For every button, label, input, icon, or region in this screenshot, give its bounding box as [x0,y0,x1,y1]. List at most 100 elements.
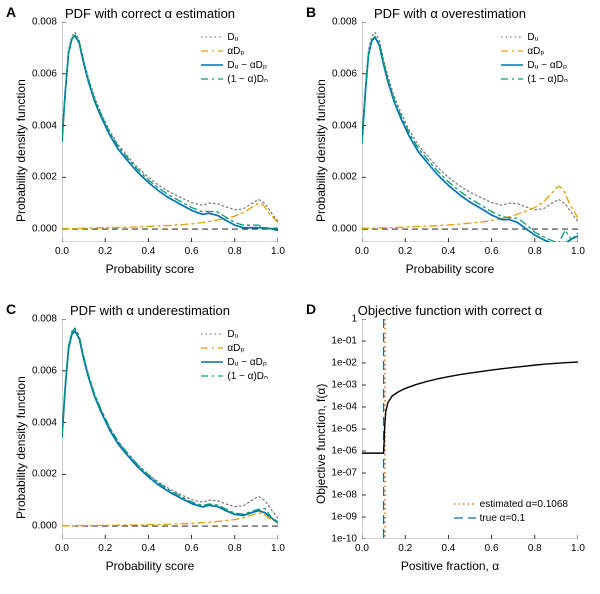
xtick-label: 0.2 [98,543,112,554]
legend-swatch [201,343,223,353]
ytick-label: 1e-04 [331,402,357,413]
panel-C: CPDF with α underestimation0.00.20.40.60… [0,297,300,594]
legend-label: Dᵤ [227,32,238,43]
legend-item: true α=0.1 [454,511,568,525]
legend-item: (1 − α)Dₙ [501,72,568,86]
ytick-label: 0.002 [332,172,357,183]
xtick-label: 0.2 [398,543,412,554]
xtick-label: 0.6 [485,246,499,257]
ytick-label: 1 [351,314,357,325]
xtick-label: 0.4 [441,246,455,257]
ytick-label: 1e-06 [331,446,357,457]
legend-swatch [201,371,223,381]
legend-label: Dᵤ − αDₚ [227,357,267,368]
legend-item: (1 − α)Dₙ [201,72,268,86]
legend-swatch [201,60,223,70]
xtick-label: 0.8 [528,543,542,554]
legend-swatch [501,60,523,70]
x-axis-label: Probability score [0,262,300,276]
xtick-label: 0.4 [141,543,155,554]
ytick-label: 0.006 [32,365,57,376]
ytick-label: 0.002 [32,469,57,480]
xtick-label: 0.0 [355,246,369,257]
legend-swatch [201,32,223,42]
ytick-label: 0.008 [332,17,357,28]
legend-item: (1 − α)Dₙ [201,369,268,383]
legend-item: αDₚ [201,341,268,355]
xtick-label: 0.2 [398,246,412,257]
legend-item: Dᵤ − αDₚ [201,58,268,72]
legend-item: estimated α=0.1068 [454,497,568,511]
panel-title: Objective function with correct α [300,303,600,318]
legend-label: true α=0.1 [480,513,526,524]
legend-swatch [501,32,523,42]
xtick-label: 1.0 [571,246,585,257]
legend-item: Dᵤ [201,327,268,341]
legend-label: Dᵤ − αDₚ [227,60,267,71]
legend: estimated α=0.1068 true α=0.1 [450,495,572,527]
legend-item: Dᵤ [501,30,568,44]
legend: Dᵤ αDₚ Dᵤ − αDₚ(1 − α)Dₙ [197,325,272,385]
ytick-label: 0.000 [332,224,357,235]
ytick-label: 0.004 [32,417,57,428]
legend-swatch [454,499,476,509]
x-axis-label: Positive fraction, α [300,559,600,573]
legend-label: (1 − α)Dₙ [227,74,268,85]
ytick-label: 0.000 [32,224,57,235]
legend-item: αDₚ [501,44,568,58]
xtick-label: 0.0 [355,543,369,554]
ytick-label: 1e-09 [331,512,357,523]
xtick-label: 1.0 [271,543,285,554]
legend-swatch [201,357,223,367]
ytick-label: 1e-07 [331,468,357,479]
figure: APDF with correct α estimation0.00.20.40… [0,0,600,594]
legend-swatch [201,46,223,56]
panel-A: APDF with correct α estimation0.00.20.40… [0,0,300,297]
xtick-label: 0.0 [55,543,69,554]
xtick-label: 0.0 [55,246,69,257]
y-axis-label: Probability density function [14,79,28,222]
xtick-label: 0.6 [185,246,199,257]
legend-label: (1 − α)Dₙ [527,74,568,85]
panel-D: DObjective function with correct α0.00.2… [300,297,600,594]
legend-swatch [501,46,523,56]
xtick-label: 0.4 [141,246,155,257]
xtick-label: 0.8 [228,246,242,257]
legend-label: αDₚ [227,343,244,354]
ytick-label: 0.004 [332,120,357,131]
y-axis-label: Objective function, f(α) [314,384,328,504]
legend-label: Dᵤ [527,32,538,43]
ytick-label: 1e-10 [331,534,357,545]
legend: Dᵤ αDₚ Dᵤ − αDₚ (1 − α)Dₙ [497,28,572,88]
xtick-label: 0.8 [228,543,242,554]
legend-swatch [201,329,223,339]
y-axis-label: Probability density function [314,79,328,222]
legend-item: Dᵤ − αDₚ [201,355,268,369]
ytick-label: 0.002 [32,172,57,183]
legend: DᵤαDₚ Dᵤ − αDₚ (1 − α)Dₙ [197,28,272,88]
xtick-label: 1.0 [571,543,585,554]
legend-item: Dᵤ − αDₚ [501,58,568,72]
legend-label: estimated α=0.1068 [480,499,568,510]
xtick-label: 1.0 [271,246,285,257]
panel-B: BPDF with α overestimation0.00.20.40.60.… [300,0,600,297]
x-axis-label: Probability score [300,262,600,276]
legend-item: αDₚ [201,44,268,58]
legend-swatch [454,513,476,523]
ytick-label: 0.006 [32,68,57,79]
ytick-label: 1e-08 [331,490,357,501]
xtick-label: 0.8 [528,246,542,257]
legend-label: Dᵤ − αDₚ [527,60,567,71]
ytick-label: 0.000 [32,521,57,532]
legend-label: αDₚ [527,46,544,57]
xtick-label: 0.6 [185,543,199,554]
xtick-label: 0.6 [485,543,499,554]
ytick-label: 0.006 [332,68,357,79]
ytick-label: 1e-01 [331,336,357,347]
y-axis-label: Probability density function [14,376,28,519]
xtick-label: 0.4 [441,543,455,554]
legend-item: Dᵤ [201,30,268,44]
legend-swatch [201,74,223,84]
xtick-label: 0.2 [98,246,112,257]
ytick-label: 0.008 [32,314,57,325]
